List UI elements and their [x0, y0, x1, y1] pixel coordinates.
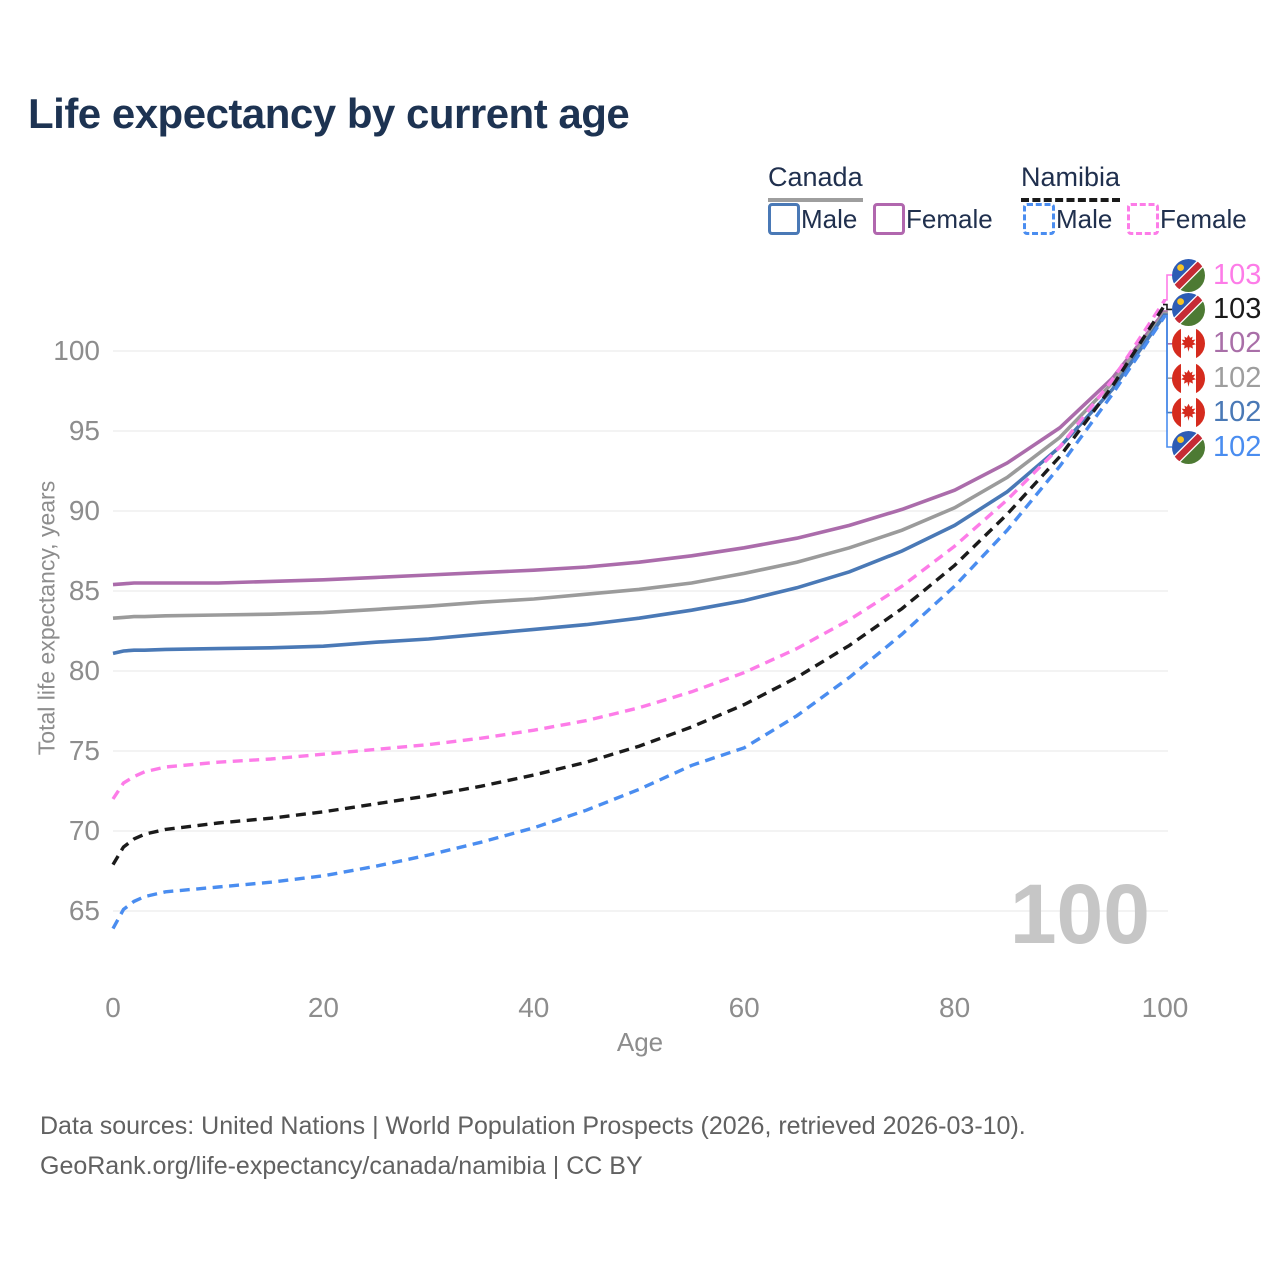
attribution-text: GeoRank.org/life-expectancy/canada/namib… — [40, 1152, 643, 1180]
y-tick-label: 100 — [53, 335, 100, 366]
legend-label-canada-male[interactable]: Male — [801, 204, 858, 234]
namibia-male-line — [111, 314, 1167, 930]
end-label-value: 103 — [1213, 292, 1262, 325]
canada-female-line — [112, 309, 1167, 587]
legend-label-namibia-male[interactable]: Male — [1056, 204, 1113, 234]
y-tick-label: 70 — [68, 815, 100, 846]
leader-line-namibia-male — [1163, 315, 1172, 448]
y-tick-label: 75 — [68, 735, 100, 766]
end-label-canada-both: 102 — [1172, 361, 1262, 395]
canada-male-line — [112, 313, 1167, 656]
x-tick-label: 0 — [105, 992, 121, 1023]
legend-label-namibia-female[interactable]: Female — [1160, 204, 1247, 234]
x-tick-label: 20 — [307, 992, 339, 1023]
canada-both-line — [112, 311, 1167, 620]
canada-flag-icon — [1172, 396, 1205, 429]
end-label-value: 102 — [1213, 430, 1262, 463]
y-tick-label: 65 — [68, 895, 100, 926]
y-axis-title: Total life expectancy, years — [33, 480, 60, 756]
y-tick-label: 85 — [68, 575, 100, 606]
end-label-value: 102 — [1213, 396, 1262, 429]
end-label-namibia-male: 102 — [1172, 430, 1262, 464]
namibia-both-line — [111, 303, 1167, 866]
legend-swatch-namibia-female[interactable] — [1127, 203, 1159, 235]
legend-country-canada[interactable]: Canada — [768, 162, 863, 202]
namibia-flag-icon — [1172, 259, 1205, 292]
end-label-value: 102 — [1213, 327, 1262, 360]
end-label-canada-male: 102 — [1172, 396, 1261, 429]
legend-label-canada-female[interactable]: Female — [906, 204, 993, 234]
end-label-namibia-both: 103 — [1172, 292, 1262, 326]
x-tick-label: 40 — [518, 992, 550, 1023]
legend-country-namibia[interactable]: Namibia — [1021, 162, 1121, 202]
page-title: Life expectancy by current age — [28, 90, 630, 137]
end-label-canada-female: 102 — [1172, 327, 1261, 360]
chart-footer: Data sources: United Nations | World Pop… — [40, 1106, 1026, 1186]
legend-swatch-namibia-male[interactable] — [1023, 203, 1055, 235]
y-tick-label: 80 — [68, 655, 100, 686]
x-tick-label: 80 — [939, 992, 971, 1023]
namibia-flag-icon — [1172, 431, 1205, 464]
namibia-flag-icon — [1172, 293, 1205, 326]
end-label-value: 103 — [1213, 258, 1262, 291]
y-tick-label: 95 — [68, 415, 100, 446]
x-axis-title: Age — [616, 1027, 664, 1057]
gridlines — [113, 350, 1168, 912]
x-tick-label: 100 — [1141, 992, 1189, 1023]
canada-flag-icon — [1172, 362, 1205, 395]
x-tick-label: 60 — [728, 992, 760, 1023]
leader-lines — [1163, 274, 1172, 448]
legend-swatch-canada-male[interactable] — [768, 203, 800, 235]
end-label-namibia-female: 103 — [1172, 258, 1262, 292]
leader-line-namibia-female — [1163, 274, 1172, 301]
end-label-value: 102 — [1213, 361, 1262, 394]
data-sources-text: Data sources: United Nations | World Pop… — [40, 1112, 1026, 1140]
legend-swatch-canada-female[interactable] — [873, 203, 905, 235]
y-tick-label: 90 — [68, 495, 100, 526]
age-indicator: 100 — [1009, 867, 1150, 961]
namibia-female-line — [111, 298, 1167, 800]
leader-line-namibia-both — [1163, 303, 1172, 311]
canada-flag-icon — [1172, 327, 1205, 360]
